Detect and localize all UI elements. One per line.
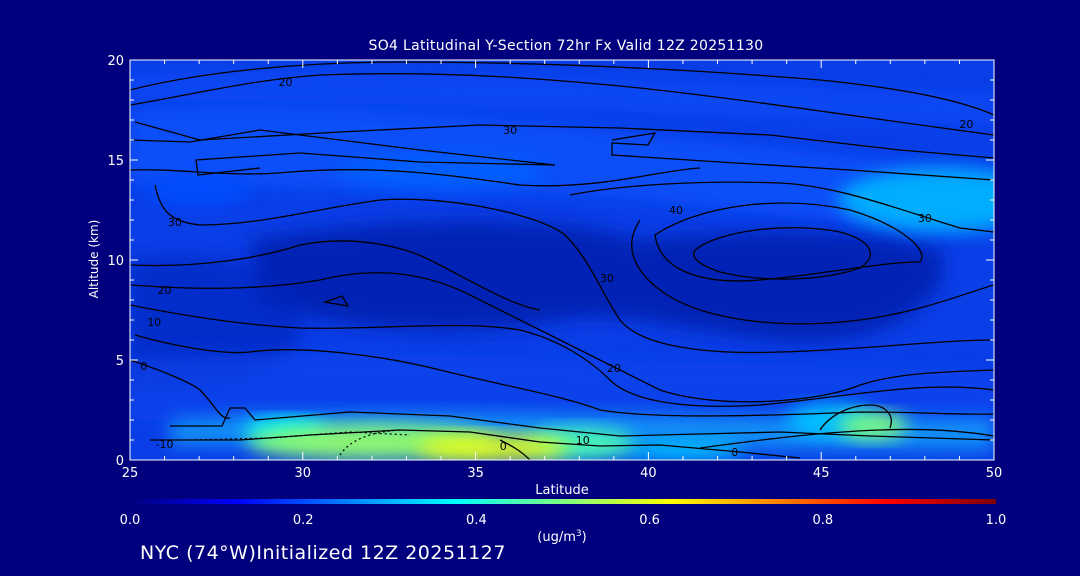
- contour-line: [569, 181, 994, 233]
- colorbar-tick-label: 0.0: [120, 513, 141, 528]
- colorbar-tick-label: 0.6: [639, 513, 660, 528]
- contour-line: [130, 272, 994, 403]
- mid-dark-core: [250, 221, 944, 342]
- colorbar-tick-label: 0.4: [466, 513, 487, 528]
- colorbar-unit-text: (ug/m: [537, 530, 576, 545]
- contour-line: [170, 407, 994, 441]
- contour-label: 0: [140, 360, 147, 373]
- y-tick-label: 20: [107, 54, 124, 69]
- concentration-blob: [838, 168, 994, 232]
- x-tick-label: 45: [813, 466, 830, 481]
- x-axis-label: Latitude: [535, 483, 589, 498]
- contour-line: [130, 304, 994, 407]
- contour-label: 0: [500, 440, 507, 453]
- contour-label: 30: [503, 124, 517, 137]
- contour-label: -10: [156, 438, 174, 451]
- y-tick-label: 5: [116, 354, 124, 369]
- y-tick-label: 0: [116, 454, 124, 469]
- x-tick-label: 50: [986, 466, 1003, 481]
- top-light-band: [130, 71, 994, 125]
- contour-line: [499, 439, 531, 460]
- x-tick-label: 25: [122, 466, 139, 481]
- colorbar-tick-label: 0.8: [812, 513, 833, 528]
- contour-label: 40: [669, 204, 683, 217]
- contour-label: 10: [576, 434, 590, 447]
- x-tick-label: 30: [295, 466, 312, 481]
- contour-line: [699, 428, 994, 449]
- contour-label: 20: [279, 76, 293, 89]
- contour-label: 0: [731, 446, 738, 459]
- axes: 25 30 35 40 45 50 0 5 10 15 20: [107, 54, 1002, 481]
- contour-line: [611, 132, 994, 181]
- contour-label: 20: [959, 118, 973, 131]
- colorbar: 0.0 0.2 0.4 0.6 0.8 1.0 (ug/m3): [120, 499, 1007, 545]
- colorbar-gradient: [130, 499, 996, 504]
- y-tick-label: 15: [107, 154, 124, 169]
- contour-line: [654, 202, 923, 282]
- negative-contour: [339, 429, 401, 456]
- colorbar-unit-exponent: 3: [576, 529, 582, 539]
- y-tick-label: 10: [107, 254, 124, 269]
- concentration-blob: [838, 412, 908, 440]
- x-tick-label: 35: [467, 466, 484, 481]
- contour-label: 30: [918, 212, 932, 225]
- contour-line: [130, 61, 994, 116]
- x-tick-label: 40: [640, 466, 657, 481]
- contour-label: 20: [607, 362, 621, 375]
- contour-line: [322, 295, 350, 307]
- contour-lines: [130, 61, 994, 460]
- plot-area: 20 30 20 30 40 30 30 20 10 0 20 -10 0 10 0: [129, 59, 995, 461]
- concentration-blob: [147, 174, 251, 206]
- contour-line: [130, 359, 231, 419]
- contour-label: 10: [147, 316, 161, 329]
- colorbar-tick-label: 1.0: [986, 513, 1007, 528]
- contour-label: 30: [168, 216, 182, 229]
- colorbar-ticks: 0.0 0.2 0.4 0.6 0.8 1.0: [120, 513, 1007, 528]
- contour-line: [130, 73, 994, 136]
- contour-line: [154, 184, 994, 354]
- lower-mid-band: [130, 354, 994, 430]
- contour-labels: 20 30 20 30 40 30 30 20 10 0 20 -10 0 10 0: [140, 76, 973, 459]
- contour-line: [631, 219, 994, 325]
- colorbar-unit-label: (ug/m3): [537, 529, 586, 545]
- concentration-blob: [416, 434, 569, 460]
- negative-contour: [189, 431, 411, 441]
- contour-line: [693, 227, 872, 280]
- chart-title: SO4 Latitudinal Y-Section 72hr Fx Valid …: [369, 38, 764, 54]
- dashed-contours: [189, 429, 411, 456]
- contour-line: [130, 129, 556, 176]
- contour-line: [130, 240, 541, 311]
- y-axis-label: Altitude (km): [87, 220, 101, 299]
- colorbar-tick-label: 0.2: [293, 513, 314, 528]
- contour-label: 30: [600, 272, 614, 285]
- contour-label: 20: [158, 284, 172, 297]
- contour-line: [819, 404, 892, 431]
- init-info-text: NYC (74°W)Initialized 12Z 20251127: [140, 542, 506, 564]
- contour-line: [134, 334, 994, 417]
- colorbar-unit-close: ): [582, 530, 587, 545]
- contour-line: [134, 121, 994, 159]
- contour-line: [130, 167, 701, 187]
